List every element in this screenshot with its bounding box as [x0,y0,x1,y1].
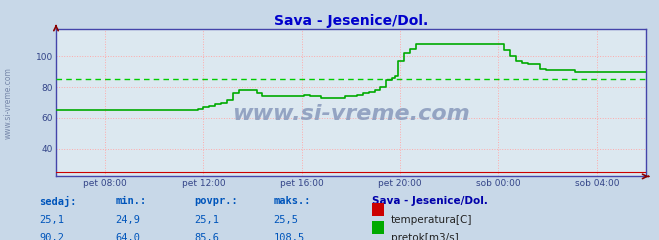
Text: 85,6: 85,6 [194,233,219,240]
Text: 90,2: 90,2 [40,233,65,240]
Text: 25,5: 25,5 [273,215,299,225]
Text: 108,5: 108,5 [273,233,304,240]
Text: 25,1: 25,1 [194,215,219,225]
Text: 64,0: 64,0 [115,233,140,240]
Text: povpr.:: povpr.: [194,196,238,206]
Text: 24,9: 24,9 [115,215,140,225]
Text: www.si-vreme.com: www.si-vreme.com [3,67,13,139]
Text: www.si-vreme.com: www.si-vreme.com [232,104,470,124]
Title: Sava - Jesenice/Dol.: Sava - Jesenice/Dol. [273,14,428,28]
Text: Sava - Jesenice/Dol.: Sava - Jesenice/Dol. [372,196,488,206]
Text: min.:: min.: [115,196,146,206]
Text: sedaj:: sedaj: [40,196,77,207]
Text: pretok[m3/s]: pretok[m3/s] [391,233,459,240]
Text: maks.:: maks.: [273,196,311,206]
Text: 25,1: 25,1 [40,215,65,225]
Text: temperatura[C]: temperatura[C] [391,215,473,225]
